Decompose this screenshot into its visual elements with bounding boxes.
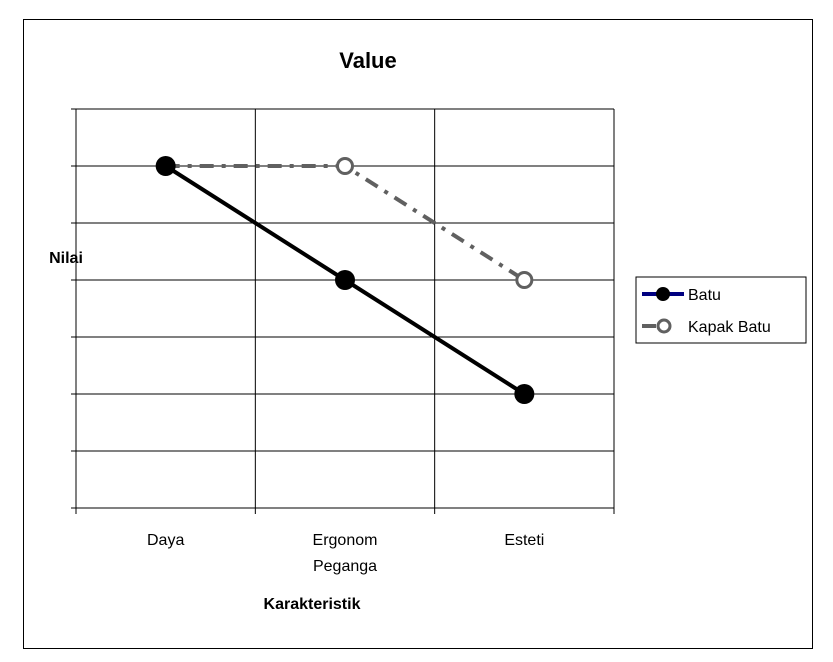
x-tick-label-line: Ergonom — [313, 532, 378, 549]
series-1-point-1 — [336, 157, 354, 175]
x-tick-label-line: Peganga — [313, 558, 377, 575]
series-0-point-1 — [335, 270, 355, 290]
axes — [71, 108, 615, 514]
x-tick-label-0: Daya — [147, 532, 184, 549]
x-tick-label-1: Ergonom Peganga — [313, 532, 378, 575]
series-0-point-2 — [514, 384, 535, 404]
legend-label-0: Batu — [688, 287, 721, 304]
x-tick-label-2: Esteti — [504, 532, 544, 549]
x-tick-label-line: Daya — [147, 532, 184, 549]
legend-swatch-marker-0 — [656, 287, 670, 301]
chart-title: Value — [339, 48, 396, 73]
grid — [76, 108, 615, 508]
series-1-point-2 — [515, 271, 534, 289]
legend: Batu Kapak Batu — [635, 276, 807, 344]
x-tick-label-line: Esteti — [504, 532, 544, 549]
y-axis-label: Nilai — [49, 250, 83, 267]
x-axis-label: Karakteristik — [264, 596, 361, 613]
legend-label-1: Kapak Batu — [688, 319, 771, 336]
legend-swatch-marker-1 — [656, 318, 672, 334]
series — [155, 156, 535, 404]
x-tick-labels: Daya Ergonom Peganga Esteti — [147, 532, 544, 575]
series-0-point-0 — [155, 156, 176, 176]
